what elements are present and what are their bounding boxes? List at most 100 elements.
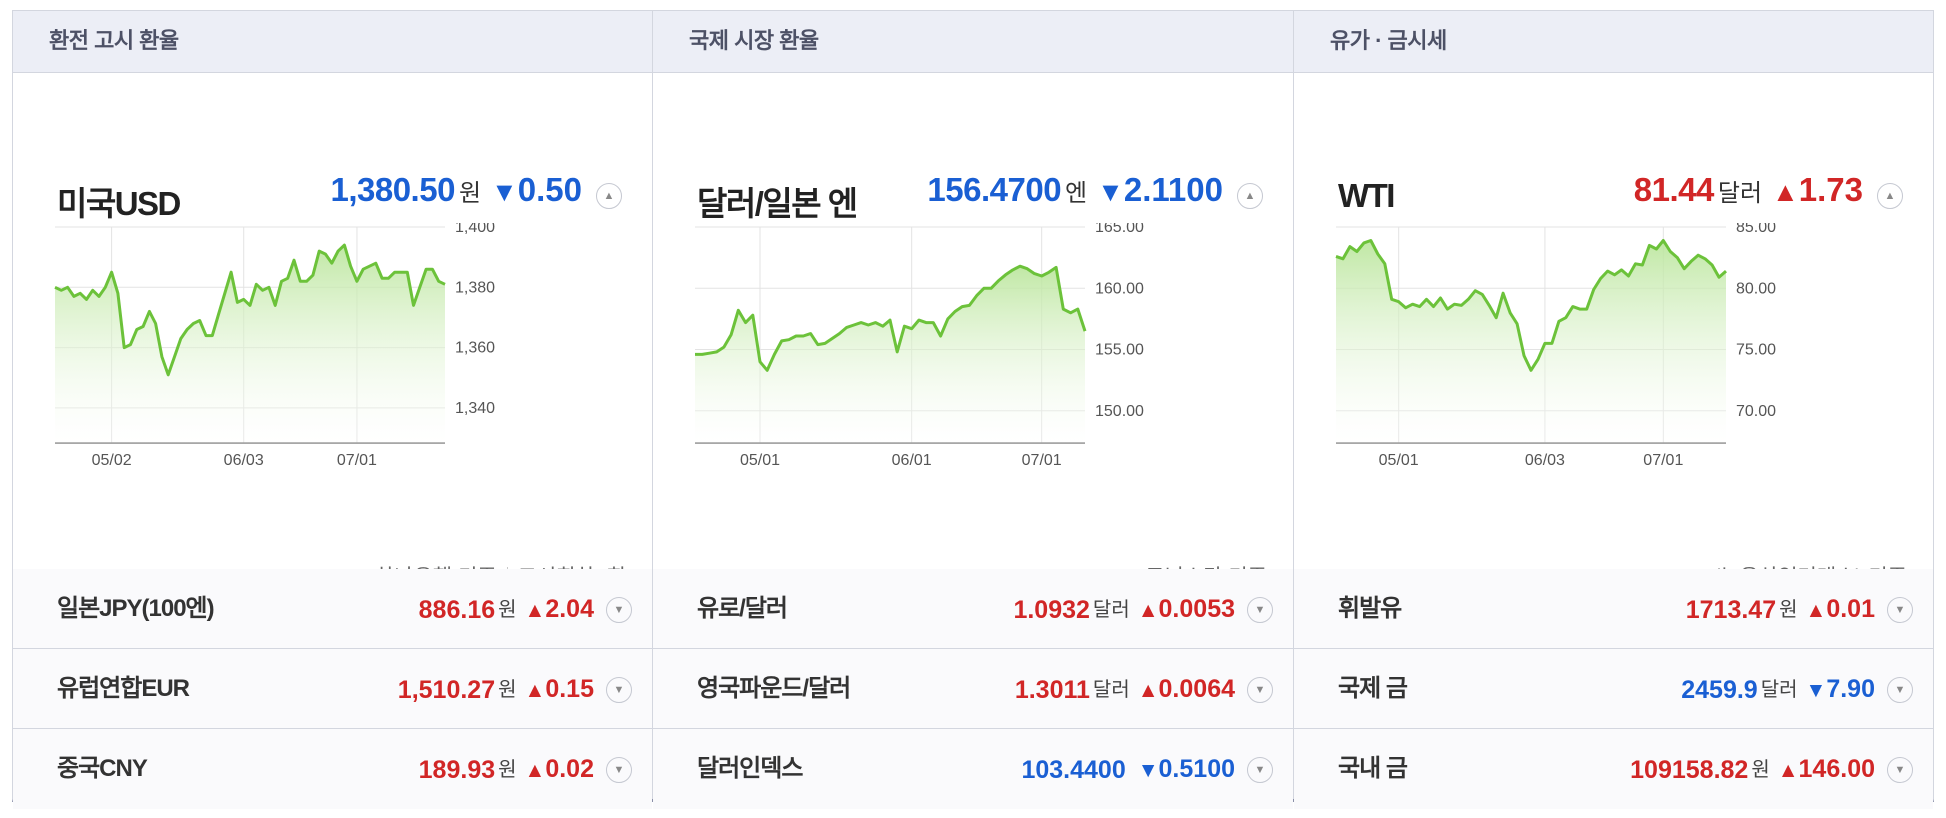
item-name[interactable]: 일본JPY(100엔) bbox=[57, 595, 215, 622]
y-tick-label: 155.00 bbox=[1095, 342, 1144, 359]
item-name[interactable]: 달러인덱스 bbox=[697, 755, 803, 782]
main-quote-name[interactable]: WTI bbox=[1338, 177, 1395, 214]
usdjpy-line-chart: 165.00 160.00 155.00 150.00 05/01 06/01 07/01 bbox=[695, 223, 1144, 469]
main-quote-value: 156.4700 엔 ▼2.1100 ▲ bbox=[927, 171, 1263, 211]
item-change: ▲0.0053 bbox=[1138, 569, 1235, 651]
main-value: 1,380.50 bbox=[330, 171, 455, 208]
chevron-down-icon[interactable]: ▼ bbox=[606, 677, 632, 703]
item-value: 103.4400 ▼0.5100 ▼ bbox=[1021, 729, 1273, 811]
chevron-down-icon[interactable]: ▼ bbox=[1247, 597, 1273, 623]
chevron-up-icon[interactable]: ▲ bbox=[596, 183, 622, 209]
down-arrow-icon: ▼ bbox=[1137, 759, 1159, 782]
item-change: ▲146.00 bbox=[1778, 729, 1875, 811]
item-value: 1.0932 달러 ▲0.0053 ▼ bbox=[1013, 569, 1273, 651]
item-value: 1.3011 달러 ▲0.0064 ▼ bbox=[1015, 649, 1273, 731]
item-change-value: 0.0064 bbox=[1158, 675, 1235, 703]
list-item[interactable]: 국제 금 2459.9 달러 ▼7.90 ▼ bbox=[1294, 649, 1933, 729]
item-value: 109158.82 원 ▲146.00 ▼ bbox=[1630, 729, 1913, 811]
item-name[interactable]: 유로/달러 bbox=[697, 595, 788, 622]
item-name[interactable]: 국제 금 bbox=[1338, 675, 1408, 702]
section-header[interactable]: 유가 · 금시세 bbox=[1294, 11, 1933, 73]
item-name[interactable]: 국내 금 bbox=[1338, 755, 1408, 782]
series-area bbox=[1336, 240, 1726, 443]
series-area bbox=[695, 266, 1085, 443]
quote-list: 일본JPY(100엔) 886.16 원 ▲2.04 ▼ 유럽연합EUR 1,5… bbox=[13, 569, 652, 809]
chevron-down-icon[interactable]: ▼ bbox=[606, 757, 632, 783]
chevron-down-icon[interactable]: ▼ bbox=[1887, 597, 1913, 623]
item-value-num: 1,510.27 bbox=[397, 676, 496, 704]
main-quote: 미국USD 1,380.50 원 ▼0.50 ▲ 1,400 1,380 1,360… bbox=[13, 73, 652, 589]
x-tick-label: 07/01 bbox=[1022, 452, 1062, 469]
y-tick-label: 70.00 bbox=[1736, 403, 1776, 420]
item-value: 886.16 원 ▲2.04 ▼ bbox=[419, 569, 632, 651]
quote-list: 유로/달러 1.0932 달러 ▲0.0053 ▼ 영국파운드/달러 1.301… bbox=[653, 569, 1293, 809]
item-unit: 달러 bbox=[1092, 679, 1130, 701]
list-item[interactable]: 영국파운드/달러 1.3011 달러 ▲0.0064 ▼ bbox=[653, 649, 1293, 729]
section-exchange-rate: 환전 고시 환율 미국USD 1,380.50 원 ▼0.50 ▲ 1,400 1… bbox=[13, 11, 653, 809]
item-change-value: 0.01 bbox=[1826, 595, 1875, 623]
up-arrow-icon: ▲ bbox=[1772, 177, 1799, 207]
item-change: ▲0.15 bbox=[525, 649, 594, 731]
chevron-up-icon[interactable]: ▲ bbox=[1237, 183, 1263, 209]
item-value-num: 189.93 bbox=[418, 756, 496, 784]
main-change-value: 0.50 bbox=[517, 171, 582, 208]
main-value: 156.4700 bbox=[927, 171, 1062, 208]
main-change-value: 1.73 bbox=[1798, 171, 1863, 208]
chevron-down-icon[interactable]: ▼ bbox=[1887, 757, 1913, 783]
main-unit: 엔 bbox=[1065, 180, 1088, 207]
chevron-down-icon[interactable]: ▼ bbox=[1247, 677, 1273, 703]
item-change: ▲0.01 bbox=[1806, 569, 1875, 651]
item-name[interactable]: 영국파운드/달러 bbox=[697, 675, 851, 702]
list-item[interactable]: 휘발유 1713.47 원 ▲0.01 ▼ bbox=[1294, 569, 1933, 649]
item-unit: 원 bbox=[498, 679, 517, 701]
y-tick-label: 160.00 bbox=[1095, 280, 1144, 297]
item-change-value: 2.04 bbox=[545, 595, 594, 623]
item-change: ▼7.90 bbox=[1806, 649, 1875, 731]
section-header[interactable]: 환전 고시 환율 bbox=[13, 11, 652, 73]
main-quote-name[interactable]: 달러/일본 엔 bbox=[697, 185, 858, 222]
chevron-up-icon[interactable]: ▲ bbox=[1877, 183, 1903, 209]
main-quote: WTI 81.44 달러 ▲1.73 ▲ 85.00 80.00 75.00 70.0… bbox=[1294, 73, 1933, 589]
list-item[interactable]: 유로/달러 1.0932 달러 ▲0.0053 ▼ bbox=[653, 569, 1293, 649]
y-tick-label: 75.00 bbox=[1736, 342, 1776, 359]
down-arrow-icon: ▼ bbox=[1097, 177, 1124, 207]
item-name[interactable]: 유럽연합EUR bbox=[57, 675, 190, 702]
item-unit: 원 bbox=[498, 599, 517, 621]
up-arrow-icon: ▲ bbox=[1137, 599, 1159, 622]
usd-line-chart: 1,400 1,380 1,360 1,340 05/02 06/03 07/01 bbox=[54, 223, 495, 469]
list-item[interactable]: 일본JPY(100엔) 886.16 원 ▲2.04 ▼ bbox=[13, 569, 652, 649]
item-change-value: 7.90 bbox=[1826, 675, 1875, 703]
item-name[interactable]: 휘발유 bbox=[1338, 595, 1402, 622]
section-oil-gold: 유가 · 금시세 WTI 81.44 달러 ▲1.73 ▲ 85.00 80.00… bbox=[1294, 11, 1933, 809]
item-unit: 원 bbox=[1751, 759, 1770, 781]
main-change-value: 2.1100 bbox=[1123, 171, 1223, 208]
series-line bbox=[695, 264, 1087, 372]
item-change-value: 146.00 bbox=[1798, 755, 1875, 783]
item-name[interactable]: 중국CNY bbox=[57, 755, 148, 782]
main-value: 81.44 bbox=[1633, 171, 1715, 208]
y-tick-label: 1,400 bbox=[455, 223, 495, 236]
chevron-down-icon[interactable]: ▼ bbox=[1887, 677, 1913, 703]
main-quote-value: 1,380.50 원 ▼0.50 ▲ bbox=[330, 171, 622, 211]
chevron-down-icon[interactable]: ▼ bbox=[606, 597, 632, 623]
section-header[interactable]: 국제 시장 환율 bbox=[653, 11, 1293, 73]
series-line bbox=[54, 243, 446, 377]
y-tick-label: 1,380 bbox=[455, 279, 495, 296]
item-change: ▲0.02 bbox=[525, 729, 594, 811]
item-value-num: 1713.47 bbox=[1685, 596, 1777, 624]
x-tick-label: 07/01 bbox=[1643, 452, 1683, 469]
y-tick-label: 1,340 bbox=[455, 400, 495, 417]
series-line bbox=[1335, 239, 1727, 372]
list-item[interactable]: 달러인덱스 103.4400 ▼0.5100 ▼ bbox=[653, 729, 1293, 809]
item-value-num: 1.0932 bbox=[1013, 596, 1090, 624]
item-unit: 원 bbox=[498, 759, 517, 781]
list-item[interactable]: 유럽연합EUR 1,510.27 원 ▲0.15 ▼ bbox=[13, 649, 652, 729]
item-unit: 원 bbox=[1779, 599, 1798, 621]
item-change: ▼0.5100 bbox=[1138, 729, 1235, 811]
main-quote-name[interactable]: 미국USD bbox=[57, 185, 181, 222]
x-tick-label: 05/01 bbox=[740, 452, 780, 469]
list-item[interactable]: 중국CNY 189.93 원 ▲0.02 ▼ bbox=[13, 729, 652, 809]
item-change-value: 0.15 bbox=[545, 675, 594, 703]
list-item[interactable]: 국내 금 109158.82 원 ▲146.00 ▼ bbox=[1294, 729, 1933, 809]
chevron-down-icon[interactable]: ▼ bbox=[1247, 757, 1273, 783]
